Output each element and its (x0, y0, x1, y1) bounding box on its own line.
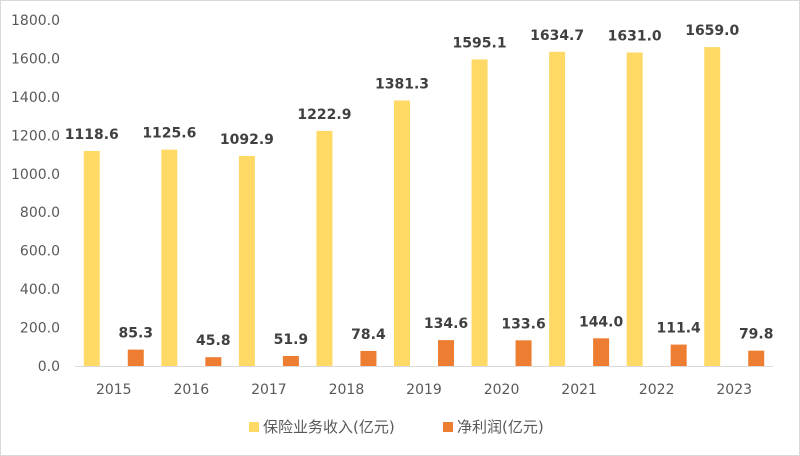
bar-net-profit (670, 344, 687, 366)
y-tick-label: 1000.0 (11, 167, 60, 183)
legend-swatch (443, 422, 453, 432)
x-tick-label: 2020 (484, 382, 520, 398)
y-tick-label: 0.0 (38, 359, 60, 375)
x-tick-label: 2017 (251, 382, 287, 398)
y-tick-label: 400.0 (20, 282, 60, 298)
bar-insurance-revenue (394, 100, 410, 366)
bar-net-profit (205, 357, 222, 366)
bar-net-profit (360, 350, 377, 366)
data-label-insurance-revenue: 1125.6 (142, 126, 196, 142)
legend-item-net-profit: 净利润(亿元) (457, 418, 544, 436)
y-tick-label: 200.0 (20, 321, 60, 337)
bar-insurance-revenue (83, 150, 100, 366)
bar-net-profit (127, 349, 144, 366)
data-label-net-profit: 133.6 (501, 316, 545, 332)
data-label-net-profit: 45.8 (196, 333, 231, 349)
legend-swatch (249, 422, 259, 432)
bar-insurance-revenue (238, 155, 255, 366)
bar-net-profit (748, 350, 765, 366)
x-tick-label: 2015 (96, 382, 132, 398)
x-tick-label: 2022 (639, 382, 675, 398)
data-label-net-profit: 111.4 (657, 321, 702, 337)
data-label-insurance-revenue: 1222.9 (297, 107, 351, 123)
bar-insurance-revenue (161, 149, 178, 366)
x-tick-label: 2023 (716, 382, 752, 398)
y-tick-label: 600.0 (20, 244, 60, 260)
x-tick-label: 2021 (561, 382, 597, 398)
bar-net-profit (515, 340, 532, 366)
y-tick-label: 1800.0 (11, 13, 60, 29)
data-label-insurance-revenue: 1118.6 (65, 127, 119, 143)
bar-insurance-revenue (316, 130, 333, 366)
data-label-insurance-revenue: 1631.0 (608, 28, 662, 44)
data-label-insurance-revenue: 1595.1 (453, 35, 507, 51)
bar-net-profit (593, 338, 610, 366)
data-label-insurance-revenue: 1634.7 (530, 28, 584, 44)
data-label-net-profit: 51.9 (274, 332, 309, 348)
y-tick-label: 1400.0 (11, 90, 60, 106)
bar-insurance-revenue (704, 47, 721, 366)
y-tick-label: 800.0 (20, 205, 60, 221)
data-label-net-profit: 134.6 (424, 316, 468, 332)
bar-insurance-revenue (626, 52, 643, 366)
data-label-net-profit: 85.3 (119, 326, 154, 342)
data-label-insurance-revenue: 1381.3 (375, 76, 429, 92)
x-tick-label: 2018 (329, 382, 365, 398)
x-tick-label: 2019 (406, 382, 442, 398)
data-label-insurance-revenue: 1659.0 (685, 23, 739, 39)
legend-item-insurance-revenue: 保险业务收入(亿元) (263, 418, 395, 436)
bar-insurance-revenue (471, 59, 488, 367)
bar-insurance-revenue (549, 51, 566, 367)
data-label-net-profit: 78.4 (351, 327, 386, 343)
data-label-insurance-revenue: 1092.9 (220, 132, 274, 148)
y-tick-label: 1200.0 (11, 128, 60, 144)
bar-net-profit (438, 340, 454, 366)
bar-net-profit (282, 356, 299, 366)
data-label-net-profit: 79.8 (739, 327, 774, 343)
data-label-net-profit: 144.0 (579, 314, 624, 330)
y-tick-label: 1600.0 (11, 51, 60, 67)
x-tick-label: 2016 (174, 382, 210, 398)
